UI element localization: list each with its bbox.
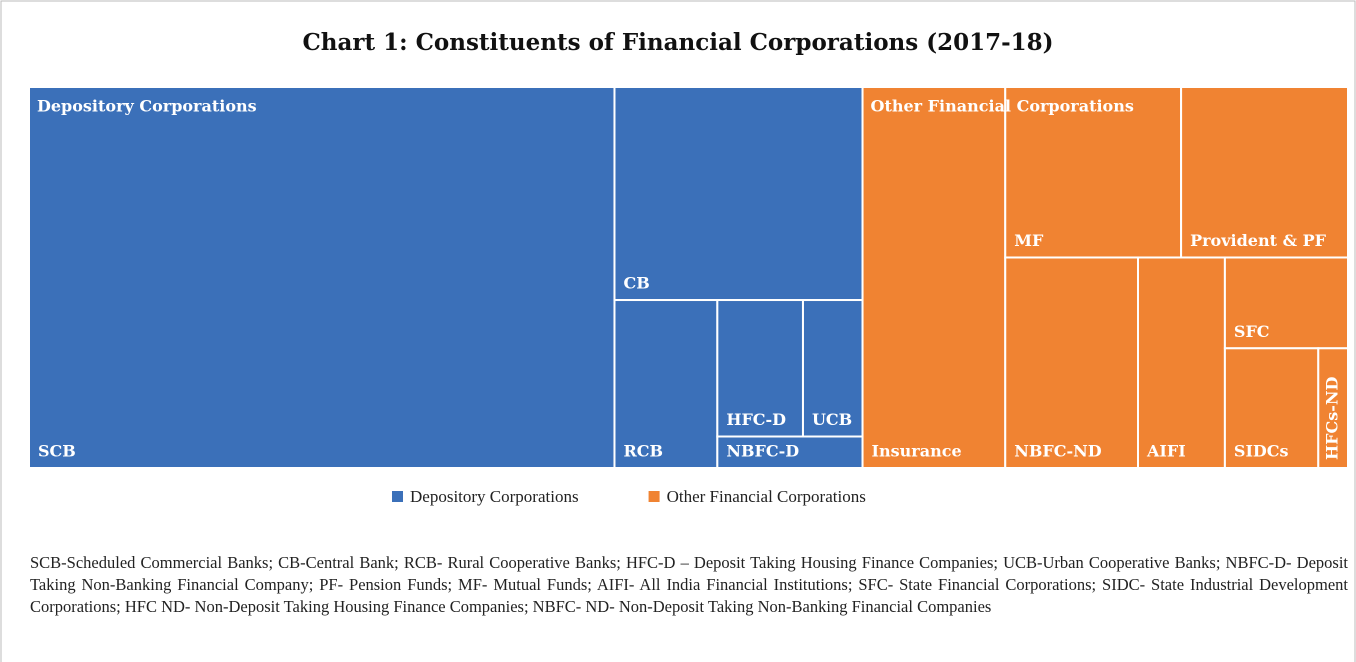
tile bbox=[1180, 86, 1349, 259]
tile-label: MF bbox=[1014, 231, 1044, 250]
chart-title: Chart 1: Constituents of Financial Corpo… bbox=[302, 29, 1053, 56]
tile bbox=[613, 299, 719, 469]
tile bbox=[613, 86, 864, 302]
legend-swatch bbox=[392, 491, 403, 502]
tile-label: UCB bbox=[812, 410, 852, 429]
group-label: Depository Corporations bbox=[37, 97, 257, 116]
tile-label: Insurance bbox=[872, 442, 962, 461]
group-label: Other Financial Corporations bbox=[871, 97, 1134, 116]
tile-label: SIDCs bbox=[1234, 442, 1289, 461]
tile-label: SFC bbox=[1234, 322, 1270, 341]
tile bbox=[28, 86, 616, 469]
tile-label: NBFC-D bbox=[726, 442, 799, 461]
tile bbox=[1004, 256, 1140, 470]
tile bbox=[801, 299, 864, 438]
tile bbox=[1137, 256, 1226, 470]
legend-label: Other Financial Corporations bbox=[667, 487, 866, 506]
tile-label: SCB bbox=[38, 442, 76, 461]
tile bbox=[1223, 347, 1320, 469]
tile-label: Provident & PF bbox=[1190, 231, 1327, 250]
tile bbox=[716, 435, 864, 469]
tile bbox=[1317, 347, 1350, 469]
footnote: SCB-Scheduled Commercial Banks; CB-Centr… bbox=[30, 553, 1348, 616]
tile-label: RCB bbox=[623, 442, 663, 461]
tile-label: AIFI bbox=[1146, 442, 1186, 461]
tile-label: NBFC-ND bbox=[1014, 442, 1102, 461]
tile-label: HFCs-ND bbox=[1323, 377, 1342, 460]
tile bbox=[861, 86, 1007, 469]
tile-label: CB bbox=[623, 274, 649, 293]
legend-label: Depository Corporations bbox=[410, 487, 579, 506]
tile-label: HFC-D bbox=[726, 410, 786, 429]
tile bbox=[1223, 256, 1349, 350]
legend-swatch bbox=[648, 491, 660, 502]
